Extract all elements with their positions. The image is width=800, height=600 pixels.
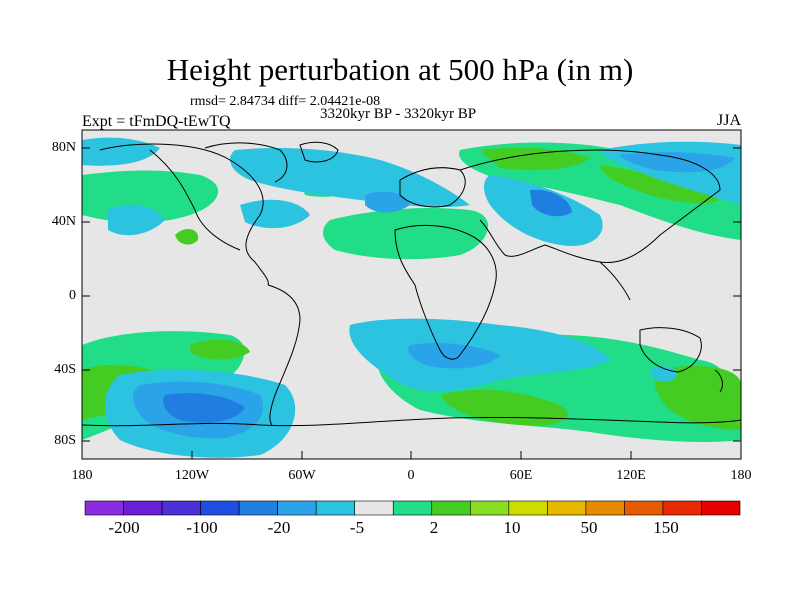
colorbar-swatch xyxy=(547,500,587,516)
colorbar-swatch xyxy=(354,500,394,516)
stats-text: rmsd= 2.84734 diff= 2.04421e-08 xyxy=(190,94,381,109)
lon-label-0: 0 xyxy=(407,468,415,483)
lon-label-120e: 120E xyxy=(616,468,646,483)
colorbar-label: 10 xyxy=(503,518,521,537)
colorbar-label: 2 xyxy=(429,518,439,537)
colorbar-label: -5 xyxy=(349,518,365,537)
lat-label-40s: 40S xyxy=(54,362,76,377)
colorbar-swatch xyxy=(508,500,548,516)
colorbar-label: -200 xyxy=(108,518,140,537)
colorbar-swatch xyxy=(392,500,433,516)
colorbar-swatch xyxy=(701,500,741,516)
map-panel xyxy=(82,130,741,459)
experiment-label: Expt = tFmDQ-tEwTQ xyxy=(82,113,231,130)
lon-label-180e: 180 xyxy=(730,468,752,483)
lon-label-60e: 60E xyxy=(509,468,533,483)
colorbar-label: 50 xyxy=(580,518,598,537)
colorbar-swatch xyxy=(624,500,664,516)
lon-label-60w: 60W xyxy=(288,468,316,483)
colorbar-swatch xyxy=(585,500,625,516)
period-text: 3320kyr BP - 3320kyr BP xyxy=(320,106,477,122)
colorbar-swatch xyxy=(431,500,471,516)
lat-ticks xyxy=(82,147,741,442)
colorbar-swatch xyxy=(200,500,240,516)
colorbar-swatch xyxy=(315,500,356,516)
lon-label-120w: 120W xyxy=(174,468,210,483)
lon-ticks xyxy=(81,451,742,459)
lat-label-0: 0 xyxy=(69,288,76,303)
coastlines xyxy=(82,141,741,427)
colorbar-swatch xyxy=(238,500,278,516)
lat-label-40n: 40N xyxy=(51,214,76,229)
map-title: Height perturbation at 500 hPa (in m) xyxy=(166,52,634,87)
colorbar-swatch xyxy=(277,500,317,516)
colorbar-swatch xyxy=(123,500,163,516)
strongest-negative-anomalies xyxy=(163,189,572,423)
lon-label-180w: 180 xyxy=(71,468,93,483)
colorbar-swatch xyxy=(161,500,201,516)
colorbar-label: -20 xyxy=(267,518,291,537)
season-label: JJA xyxy=(717,112,742,129)
lat-label-80s: 80S xyxy=(54,433,76,448)
lat-label-80n: 80N xyxy=(51,140,76,155)
colorbar-swatch xyxy=(469,500,510,516)
colorbar-label: 150 xyxy=(653,518,679,537)
colorbar-swatch xyxy=(662,500,702,516)
colorbar-label: -100 xyxy=(186,518,218,537)
colorbar xyxy=(84,500,741,516)
colorbar-swatch xyxy=(84,500,124,516)
